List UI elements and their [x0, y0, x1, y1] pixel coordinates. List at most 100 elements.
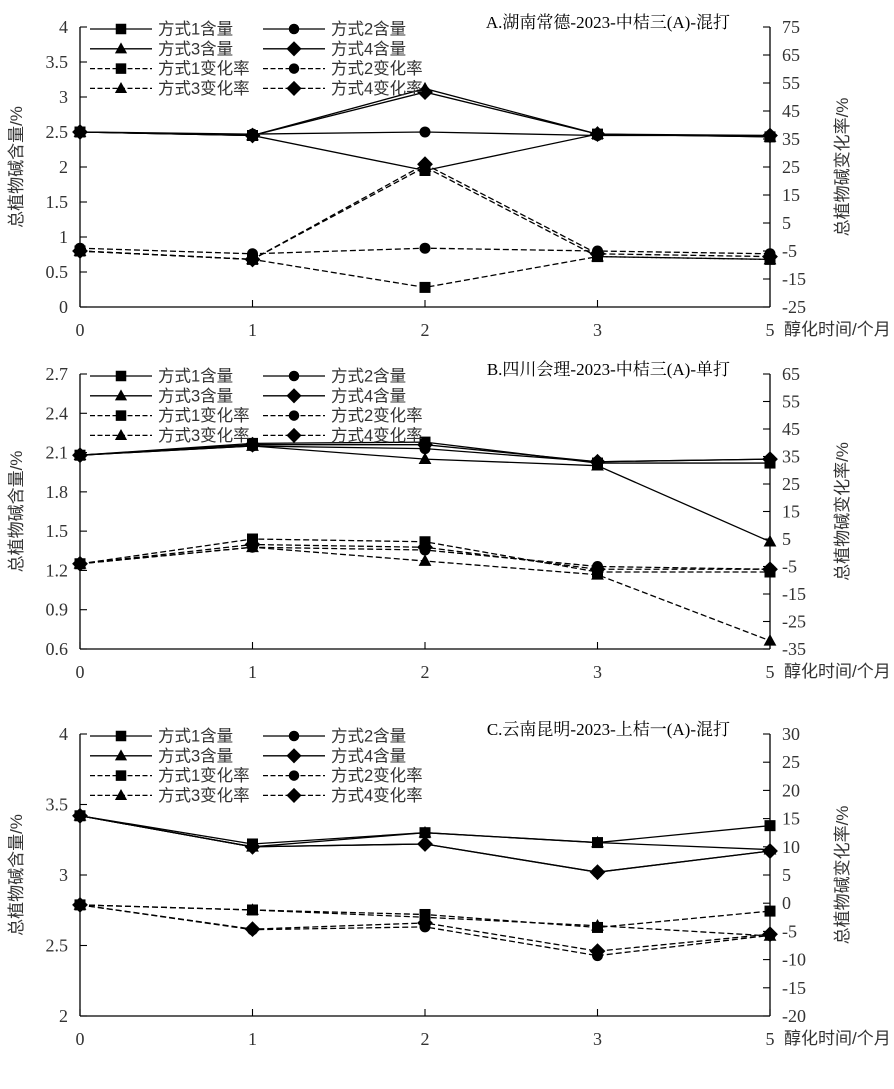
- svg-text:方式2含量: 方式2含量: [331, 727, 406, 746]
- svg-text:5: 5: [782, 529, 791, 549]
- svg-text:B.四川会理-2023-中桔三(A)-单打: B.四川会理-2023-中桔三(A)-单打: [487, 360, 730, 379]
- svg-text:-5: -5: [782, 557, 797, 577]
- svg-text:45: 45: [782, 419, 800, 439]
- svg-text:5: 5: [782, 865, 791, 885]
- svg-text:5: 5: [766, 320, 775, 340]
- svg-text:方式4变化率: 方式4变化率: [331, 79, 423, 98]
- svg-text:1: 1: [59, 227, 68, 247]
- svg-text:10: 10: [782, 837, 800, 857]
- svg-text:15: 15: [782, 502, 800, 522]
- svg-text:25: 25: [782, 752, 800, 772]
- svg-text:55: 55: [782, 73, 800, 93]
- svg-text:总植物碱变化率/%: 总植物碱变化率/%: [833, 806, 852, 945]
- svg-text:2.5: 2.5: [46, 122, 69, 142]
- svg-text:1.8: 1.8: [46, 482, 69, 502]
- svg-text:25: 25: [782, 157, 800, 177]
- svg-text:总植物碱含量/%: 总植物碱含量/%: [7, 451, 26, 573]
- svg-text:-10: -10: [782, 950, 806, 970]
- svg-text:方式3含量: 方式3含量: [158, 39, 233, 58]
- svg-text:方式1含量: 方式1含量: [158, 367, 233, 386]
- svg-text:2.5: 2.5: [46, 936, 69, 956]
- svg-text:醇化时间/个月: 醇化时间/个月: [784, 662, 891, 681]
- svg-text:A.湖南常德-2023-中桔三(A)-混打: A.湖南常德-2023-中桔三(A)-混打: [486, 13, 730, 32]
- svg-text:5: 5: [766, 1029, 775, 1049]
- svg-text:2.7: 2.7: [46, 364, 69, 384]
- svg-text:方式4含量: 方式4含量: [331, 39, 406, 58]
- svg-text:C.云南昆明-2023-上桔一(A)-混打: C.云南昆明-2023-上桔一(A)-混打: [487, 720, 730, 739]
- svg-text:-25: -25: [782, 612, 806, 632]
- svg-text:-15: -15: [782, 269, 806, 289]
- svg-text:总植物碱含量/%: 总植物碱含量/%: [7, 814, 26, 936]
- svg-text:0.9: 0.9: [46, 600, 69, 620]
- svg-text:总植物碱含量/%: 总植物碱含量/%: [7, 106, 26, 228]
- svg-text:方式1含量: 方式1含量: [158, 20, 233, 39]
- svg-text:3: 3: [593, 662, 602, 682]
- svg-text:0: 0: [76, 320, 85, 340]
- svg-text:45: 45: [782, 101, 800, 121]
- svg-text:1.5: 1.5: [46, 192, 69, 212]
- svg-text:55: 55: [782, 392, 800, 412]
- svg-text:方式3变化率: 方式3变化率: [158, 426, 250, 445]
- svg-text:1.5: 1.5: [46, 521, 69, 541]
- svg-text:5: 5: [766, 662, 775, 682]
- svg-text:65: 65: [782, 45, 800, 65]
- svg-text:0: 0: [76, 1029, 85, 1049]
- svg-text:方式3变化率: 方式3变化率: [158, 786, 250, 805]
- svg-text:-35: -35: [782, 639, 806, 659]
- svg-text:3: 3: [59, 865, 68, 885]
- svg-text:-15: -15: [782, 978, 806, 998]
- svg-text:方式1变化率: 方式1变化率: [158, 406, 250, 425]
- svg-text:0: 0: [59, 297, 68, 317]
- svg-text:方式2变化率: 方式2变化率: [331, 766, 423, 785]
- svg-text:2: 2: [421, 320, 430, 340]
- svg-text:-20: -20: [782, 1006, 806, 1026]
- svg-text:3: 3: [59, 87, 68, 107]
- svg-text:20: 20: [782, 780, 800, 800]
- svg-text:方式2变化率: 方式2变化率: [331, 406, 423, 425]
- svg-text:15: 15: [782, 809, 800, 829]
- svg-text:总植物碱变化率/%: 总植物碱变化率/%: [833, 442, 852, 581]
- svg-text:3: 3: [593, 1029, 602, 1049]
- svg-text:1.2: 1.2: [46, 560, 69, 580]
- svg-text:2.1: 2.1: [46, 443, 69, 463]
- svg-text:-15: -15: [782, 584, 806, 604]
- svg-text:1: 1: [248, 1029, 257, 1049]
- svg-text:方式2含量: 方式2含量: [331, 367, 406, 386]
- svg-text:75: 75: [782, 17, 800, 37]
- svg-text:方式3变化率: 方式3变化率: [158, 79, 250, 98]
- svg-text:-5: -5: [782, 241, 797, 261]
- svg-text:2: 2: [421, 1029, 430, 1049]
- svg-text:4: 4: [59, 724, 68, 744]
- svg-text:方式4含量: 方式4含量: [331, 746, 406, 765]
- svg-text:3.5: 3.5: [46, 52, 69, 72]
- svg-text:5: 5: [782, 213, 791, 233]
- svg-text:方式4变化率: 方式4变化率: [331, 786, 423, 805]
- svg-text:2.4: 2.4: [46, 403, 69, 423]
- svg-text:1: 1: [248, 320, 257, 340]
- svg-text:方式2变化率: 方式2变化率: [331, 59, 423, 78]
- svg-text:方式4变化率: 方式4变化率: [331, 426, 423, 445]
- svg-text:总植物碱变化率/%: 总植物碱变化率/%: [833, 98, 852, 237]
- svg-text:0: 0: [76, 662, 85, 682]
- svg-text:35: 35: [782, 447, 800, 467]
- svg-text:醇化时间/个月: 醇化时间/个月: [784, 320, 891, 339]
- svg-text:35: 35: [782, 129, 800, 149]
- svg-text:方式2含量: 方式2含量: [331, 20, 406, 39]
- svg-text:0.6: 0.6: [46, 639, 69, 659]
- svg-text:方式4含量: 方式4含量: [331, 386, 406, 405]
- svg-text:1: 1: [248, 662, 257, 682]
- svg-text:2: 2: [59, 157, 68, 177]
- svg-text:2: 2: [421, 662, 430, 682]
- svg-text:-25: -25: [782, 297, 806, 317]
- svg-text:4: 4: [59, 17, 68, 37]
- svg-text:3: 3: [593, 320, 602, 340]
- svg-text:方式1变化率: 方式1变化率: [158, 766, 250, 785]
- svg-text:-5: -5: [782, 921, 797, 941]
- svg-text:方式3含量: 方式3含量: [158, 746, 233, 765]
- svg-text:醇化时间/个月: 醇化时间/个月: [784, 1029, 891, 1048]
- svg-text:方式1含量: 方式1含量: [158, 727, 233, 746]
- svg-text:3.5: 3.5: [46, 795, 69, 815]
- svg-text:65: 65: [782, 364, 800, 384]
- svg-text:15: 15: [782, 185, 800, 205]
- svg-text:0: 0: [782, 893, 791, 913]
